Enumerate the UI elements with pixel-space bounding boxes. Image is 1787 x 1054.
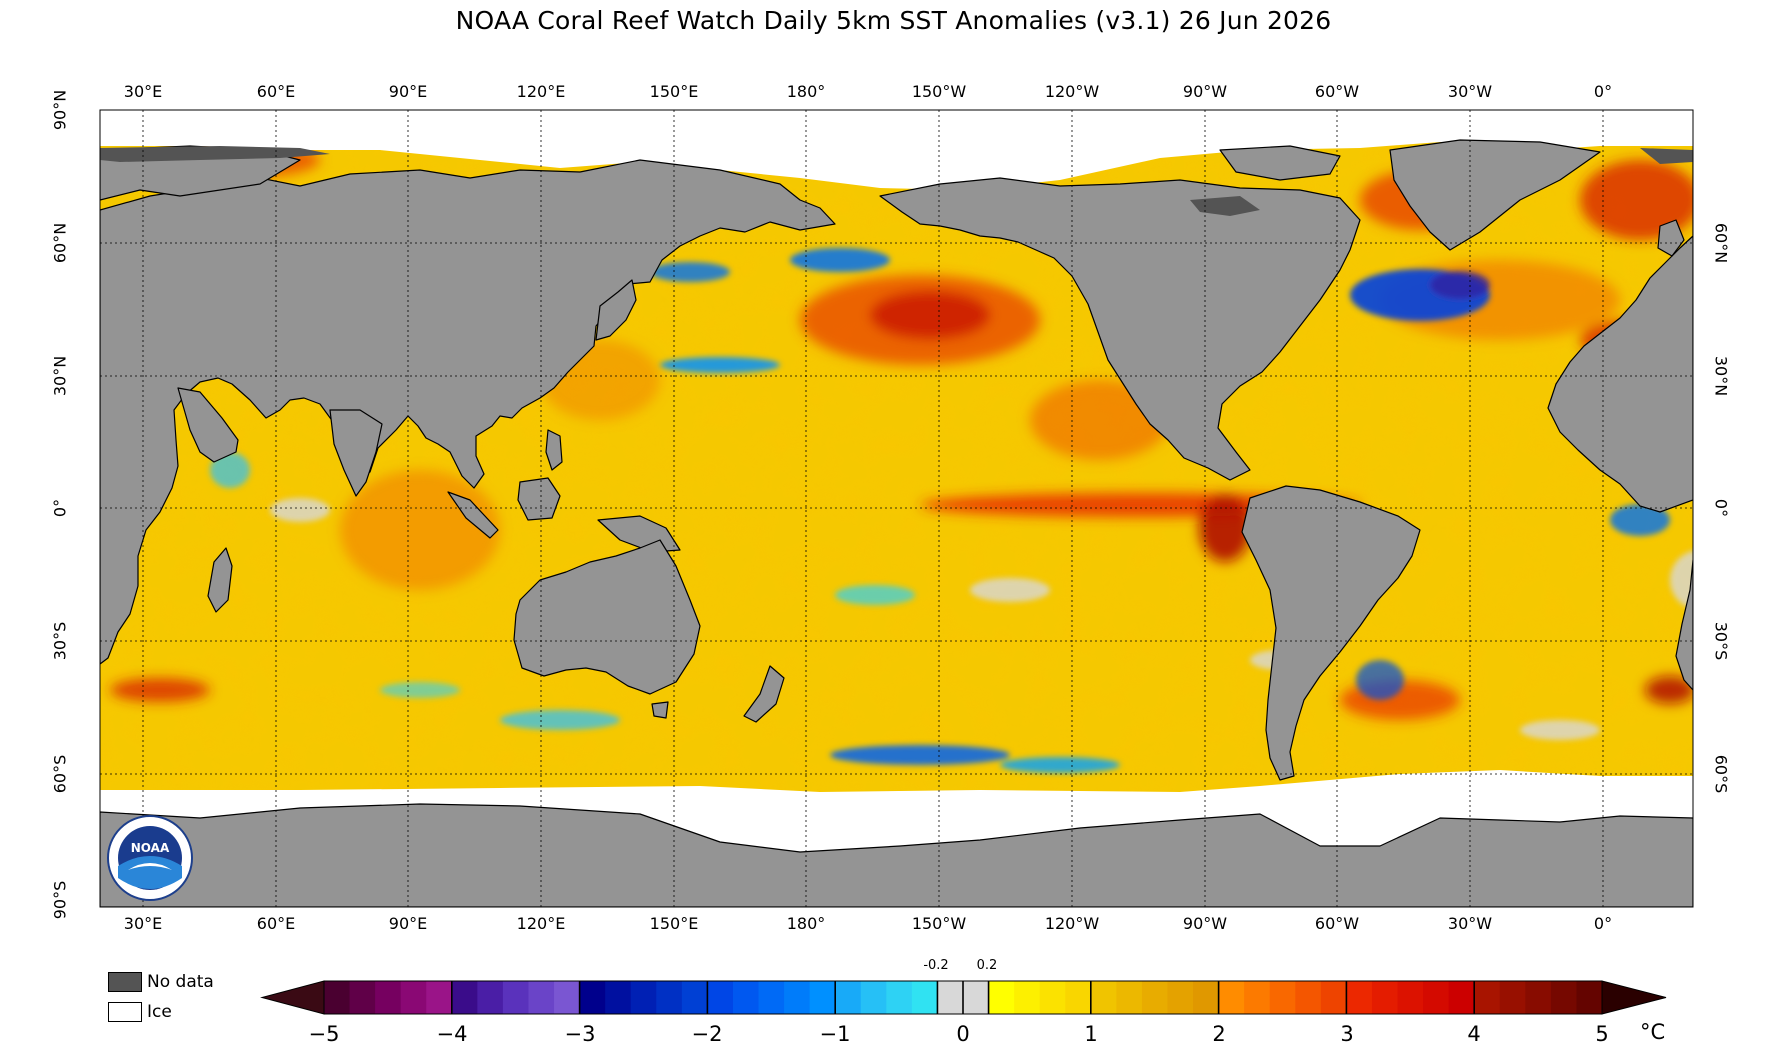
no-data-label: No data: [147, 972, 214, 992]
arctic-ice: [100, 110, 1693, 190]
lat-label-right: 60°S: [1711, 754, 1731, 794]
cool-anomalies: [210, 248, 1670, 773]
colorbar-tick: 3: [1340, 1022, 1354, 1046]
lat-label-right: 30°S: [1711, 621, 1731, 661]
no-data-regions: [100, 146, 1693, 216]
lon-label-top: 30°E: [123, 82, 163, 101]
arctic-islands-land: [1219, 145, 1341, 181]
lat-label-left: 60°N: [50, 222, 70, 264]
ice-swatch: [108, 1002, 142, 1022]
colorbar-tick: 0: [956, 1022, 970, 1046]
lon-label-bottom: 30°W: [1447, 914, 1493, 933]
map-title: NOAA Coral Reef Watch Daily 5km SST Anom…: [455, 6, 1332, 35]
small-tick-label: -0.2: [923, 958, 949, 973]
no-data-swatch: [108, 972, 142, 992]
sumatra-land: [447, 491, 499, 539]
lon-label-bottom: 120°E: [516, 914, 566, 933]
lat-label-left: 60°S: [50, 754, 70, 794]
colorbar-tick: −4: [436, 1022, 468, 1046]
map-frame: [99, 109, 1694, 908]
lon-label-bottom: 60°W: [1314, 914, 1360, 933]
colorbar-tick: 4: [1467, 1022, 1481, 1046]
colorbar-tick: 5: [1595, 1022, 1609, 1046]
lon-label-bottom: 180°: [786, 914, 826, 933]
madagascar-land: [207, 547, 233, 613]
lat-label-left: 30°S: [50, 621, 70, 661]
lon-label-top: 150°W: [911, 82, 967, 101]
colorbar-tick: 1: [1084, 1022, 1098, 1046]
lon-label-top: 90°E: [388, 82, 428, 101]
noaa-logo: NOAA: [107, 815, 193, 901]
colorbar-tick: 2: [1212, 1022, 1226, 1046]
lon-label-top: 0°: [1593, 82, 1613, 101]
colorbar-tick: −1: [819, 1022, 851, 1046]
europe-africa-east-land: [1547, 149, 1693, 513]
lon-label-top: 60°W: [1314, 82, 1360, 101]
ice-label: Ice: [147, 1002, 172, 1022]
lon-label-bottom: 60°E: [256, 914, 296, 933]
colorbar-unit: °C: [1640, 1020, 1666, 1044]
lon-label-bottom: 150°E: [649, 914, 699, 933]
lon-label-bottom: 120°W: [1044, 914, 1100, 933]
lon-label-bottom: 0°: [1593, 914, 1613, 933]
japan-land: [595, 279, 637, 341]
arabia-land: [177, 387, 239, 463]
lon-label-top: 90°W: [1182, 82, 1228, 101]
greenland-land: [1389, 139, 1601, 251]
australia-land: [513, 539, 701, 695]
lat-label-right: 0°: [1711, 498, 1731, 518]
south-america-land: [1241, 485, 1421, 781]
lon-label-top: 120°W: [1044, 82, 1100, 101]
colorbar-tick: −2: [691, 1022, 723, 1046]
lat-label-left: 90°N: [50, 89, 70, 131]
lon-label-top: 30°W: [1447, 82, 1493, 101]
lon-label-top: 120°E: [516, 82, 566, 101]
lat-label-left: 30°N: [50, 355, 70, 397]
lon-label-top: 60°E: [256, 82, 296, 101]
colorbar-tick: −3: [564, 1022, 596, 1046]
lon-label-bottom: 90°W: [1182, 914, 1228, 933]
antarctica-land: [100, 803, 1693, 907]
neutral-anomalies: [270, 498, 1693, 740]
lon-label-bottom: 150°W: [911, 914, 967, 933]
eurasia-africa-land: [100, 159, 836, 665]
africa-south-east-land: [1675, 559, 1693, 691]
india-land: [329, 409, 383, 497]
lat-label-right: 60°N: [1711, 222, 1731, 264]
lon-label-bottom: 90°E: [388, 914, 428, 933]
graticule: [100, 110, 1693, 907]
lat-label-left: 90°S: [50, 880, 70, 920]
philippines-land: [545, 429, 563, 471]
lon-label-top: 150°E: [649, 82, 699, 101]
new-zealand-land: [743, 665, 785, 723]
svg-text:NOAA: NOAA: [131, 841, 170, 855]
uk-land: [1657, 219, 1685, 257]
tasmania-land: [651, 701, 669, 719]
north-america-land: [879, 177, 1361, 481]
borneo-land: [517, 477, 561, 521]
land-masses: [100, 139, 1693, 907]
lon-label-top: 180°: [786, 82, 826, 101]
colorbar-tick: −5: [308, 1022, 340, 1046]
lat-label-left: 0°: [50, 498, 70, 518]
lat-label-right: 30°N: [1711, 355, 1731, 397]
lon-label-bottom: 30°E: [123, 914, 163, 933]
small-tick-label: 0.2: [976, 958, 998, 973]
